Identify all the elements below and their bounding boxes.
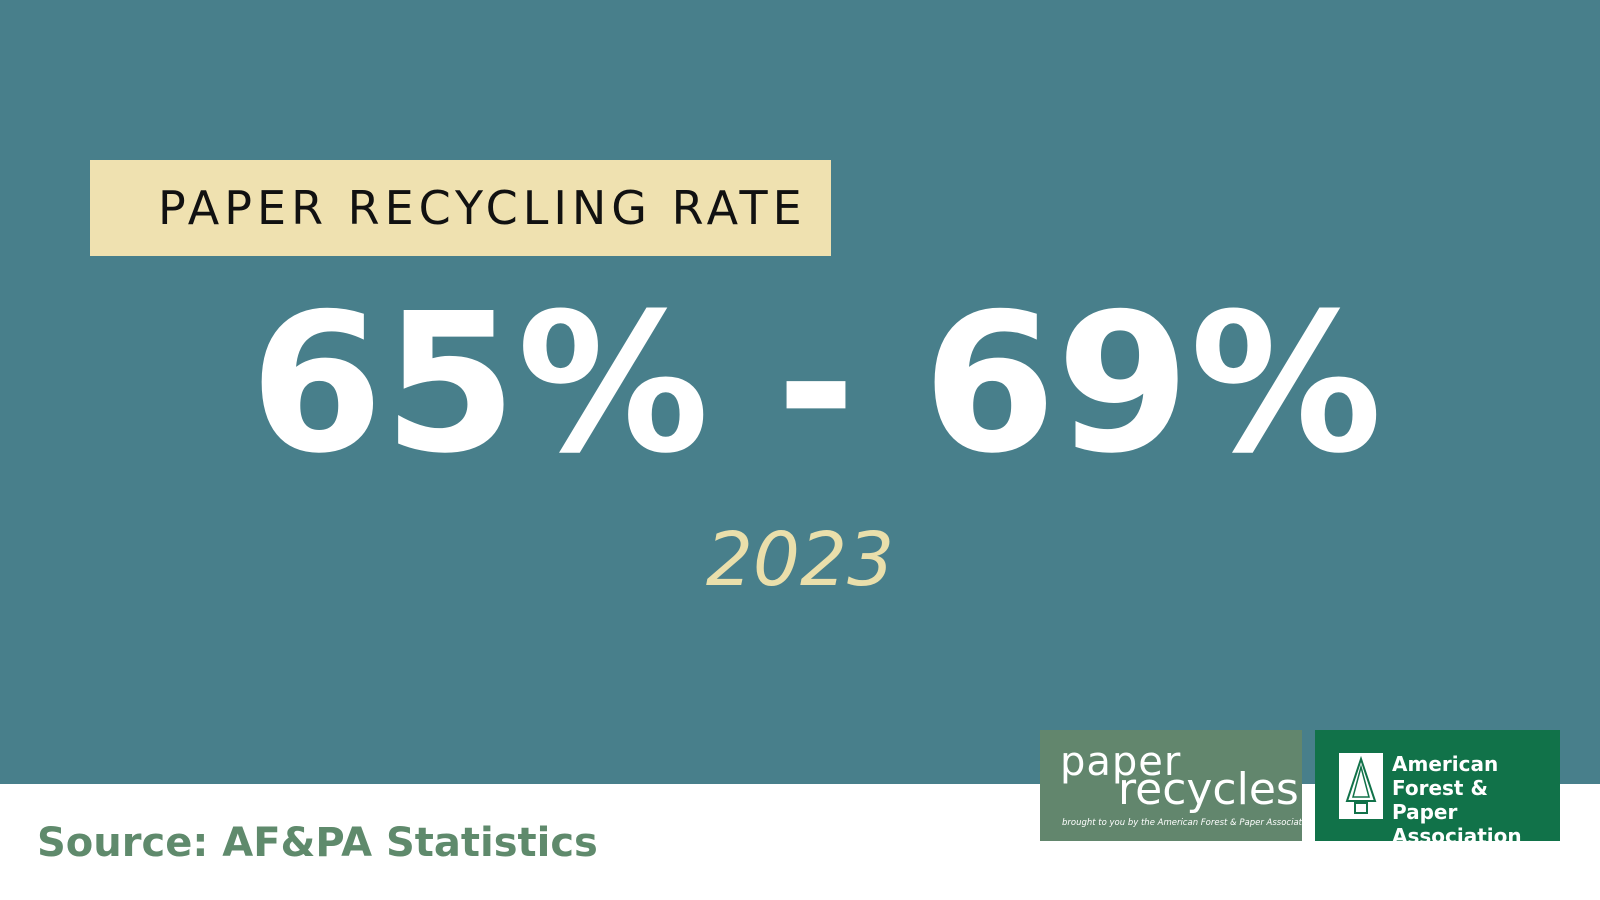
logo-line: Association bbox=[1392, 824, 1522, 848]
source: Source: AF&PA Statistics bbox=[37, 820, 598, 866]
logo-word: paper bbox=[1060, 739, 1182, 785]
logo-word: recycles bbox=[1118, 764, 1299, 815]
background-panel bbox=[0, 0, 1600, 784]
tree-icon bbox=[1339, 753, 1383, 819]
logo-line: American bbox=[1392, 752, 1499, 776]
stat-value: 65% - 69% bbox=[249, 273, 1383, 496]
title: PAPER RECYCLING RATE bbox=[158, 181, 807, 235]
stat-year: 2023 bbox=[705, 517, 895, 603]
afpa-logo: American Forest & Paper Association bbox=[1315, 730, 1560, 848]
paper-recycles-logo: paper recycles brought to you by the Ame… bbox=[1040, 730, 1315, 841]
logo-line: Forest & Paper bbox=[1392, 776, 1488, 824]
logo-tagline: brought to you by the American Forest & … bbox=[1062, 818, 1315, 828]
title-box: PAPER RECYCLING RATE bbox=[90, 160, 831, 256]
logo-text: American Forest & Paper Association bbox=[1392, 752, 1560, 848]
